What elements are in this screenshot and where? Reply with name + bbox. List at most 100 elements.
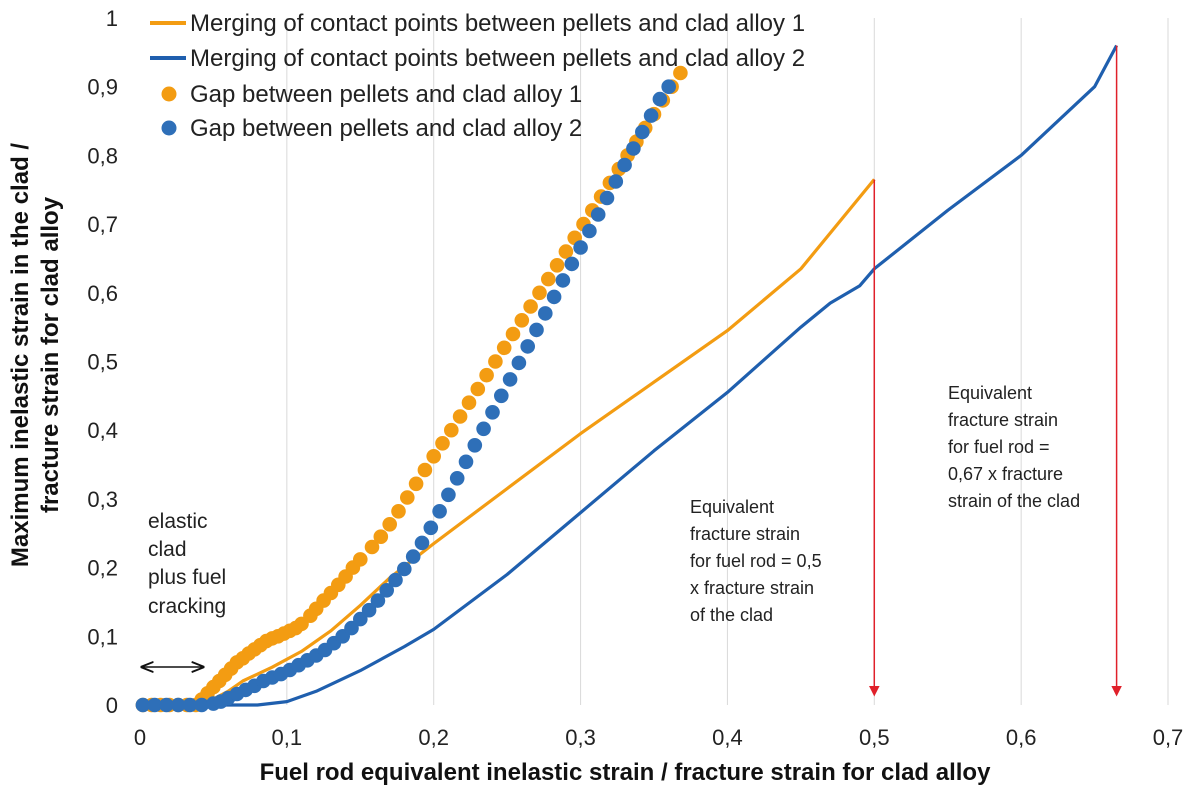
annotation-fr05-line-5: of the clad [690,605,773,625]
scatter-point-series-3 [135,697,151,713]
scatter-point-series-2 [461,395,477,411]
scatter-point-series-3 [564,256,580,272]
scatter-point-series-3 [652,91,668,107]
scatter-point-series-3 [361,602,377,618]
annotation-elastic-line-4: cracking [148,595,226,618]
annotation-fr067-line-4: 0,67 x fracture [948,464,1063,484]
scatter-point-series-3 [458,454,474,470]
scatter-point-series-2 [400,490,415,505]
x-axis-title: Fuel rod equivalent inelastic strain / f… [260,759,992,786]
scatter-point-series-3 [414,535,430,551]
scatter-point-series-2 [353,552,368,567]
arrows-layer [142,45,1122,697]
scatter-point-series-2 [470,381,486,397]
scatter-point-series-3 [423,520,439,536]
scatter-point-series-3 [353,611,368,627]
scatter-point-series-2 [496,340,512,356]
y-tick-label: 0,8 [87,143,118,168]
y-tick-label: 0,1 [87,624,118,649]
scatter-point-series-2 [417,462,433,478]
scatter-point-series-3 [405,549,421,564]
scatter-point-series-2 [373,529,389,544]
annotation-fr05-line-3: for fuel rod = 0,5 [690,551,822,571]
y-tick-label: 1 [106,6,118,31]
scatter-point-series-3 [599,190,615,206]
scatter-point-series-2 [435,436,450,451]
y-tick-label: 0,4 [87,418,118,443]
scatter-point-series-2 [673,65,688,81]
scatter-point-series-2 [479,367,494,383]
annotation-fr067-line-1: Equivalent [948,383,1032,403]
scatter-point-series-2 [382,517,398,532]
y-tick-label: 0,5 [87,350,118,375]
y-tick-label: 0,2 [87,556,118,581]
scatter-point-series-3 [397,561,412,577]
scatter-point-series-2 [488,354,503,369]
scatter-point-series-2 [532,285,547,301]
annotation-elastic: elastic clad plus fuel cracking [148,510,226,618]
scatter-point-series-3 [511,355,527,371]
scatter-point-series-3 [194,697,209,713]
x-tick-label: 0,7 [1153,725,1184,750]
y-axis-title-line2: fracture strain for clad alloy [37,196,64,513]
scatter-point-series-3 [388,572,403,588]
legend-label-gap-alloy2: Gap between pellets and clad alloy 2 [190,115,582,142]
scatter-point-series-3 [494,388,509,404]
scatter-point-series-2 [541,271,556,287]
scatter-point-series-2 [408,476,424,492]
scatter-point-series-2 [426,449,442,464]
annotation-fr067-line-3: for fuel rod = [948,437,1050,457]
scatter-point-series-3 [582,223,597,239]
scatter-point-series-3 [441,487,456,503]
scatter-point-series-3 [182,697,198,713]
scatter-point-series-2 [514,313,530,328]
legend: Merging of contact points between pellet… [150,10,805,142]
x-tick-label: 0,6 [1006,725,1037,750]
annotation-elastic-line-2: clad [148,538,187,561]
scatter-point-series-3 [449,471,465,486]
annotation-fr05-line-1: Equivalent [690,497,774,517]
scatter-point-series-2 [505,326,521,342]
scatter-point-series-2 [444,422,459,438]
annotation-fr05-line-4: x fracture strain [690,578,814,598]
scatter-point-series-2 [452,409,468,424]
series-layer [135,44,1119,713]
scatter-point-series-2 [523,299,538,314]
legend-label-merging-alloy1: Merging of contact points between pellet… [190,10,805,37]
annotation-fr067-line-2: fracture strain [948,410,1058,430]
y-tick-label: 0 [106,693,118,718]
x-tick-label: 0,2 [418,725,449,750]
scatter-point-series-3 [502,372,518,387]
x-tick-label: 0,1 [272,725,303,750]
y-tick-label: 0,7 [87,212,118,237]
scatter-point-series-3 [467,438,483,453]
legend-swatch-dot-alloy1 [161,86,177,102]
scatter-point-series-2 [364,539,380,555]
scatter-point-series-3 [370,593,386,608]
scatter-point-series-3 [538,306,553,321]
scatter-point-series-3 [555,273,571,288]
axes: 0 0,1 0,2 0,3 0,4 0,5 0,6 0,7 0 0,1 0,2 0,3 0,4 0,5 0,… [87,6,1183,750]
scatter-point-series-3 [635,124,650,140]
series-line-1 [140,44,1119,707]
y-tick-label: 0,3 [87,487,118,512]
series-line-0 [140,178,876,707]
scatter-point-series-3 [159,697,174,713]
y-tick-label: 0,9 [87,75,118,100]
scatter-point-series-3 [432,504,447,519]
scatter-point-series-3 [608,174,624,189]
annotation-elastic-line-3: plus fuel [148,566,226,589]
annotation-fracture-0-5: Equivalent fracture strain for fuel rod … [690,497,822,625]
scatter-point-series-2 [549,258,565,273]
legend-label-merging-alloy2: Merging of contact points between pellet… [190,45,805,72]
annotation-elastic-line-1: elastic [148,510,208,533]
scatter-point-series-3 [379,583,395,598]
scatter-point-series-3 [520,339,535,354]
x-tick-label: 0 [134,725,146,750]
x-tick-label: 0,3 [565,725,596,750]
x-tick-label: 0,4 [712,725,743,750]
legend-swatch-dot-alloy2 [161,120,177,136]
scatter-point-series-3 [546,289,562,305]
scatter-point-series-3 [661,79,676,94]
